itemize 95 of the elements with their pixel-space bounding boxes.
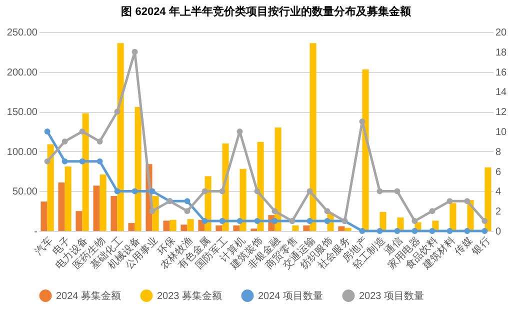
y2-tick-label: 12	[496, 107, 508, 118]
bar	[93, 186, 100, 231]
legend-label: 2023 募集金额	[157, 290, 222, 302]
y2-tick-label: 10	[496, 127, 508, 138]
y2-tick-label: 18	[496, 47, 508, 58]
point	[412, 228, 418, 234]
bar	[292, 225, 299, 231]
bar	[338, 226, 345, 231]
point	[149, 208, 156, 214]
point	[114, 188, 120, 194]
bar	[240, 168, 246, 231]
bar	[128, 223, 135, 231]
point	[376, 188, 383, 194]
point	[254, 218, 260, 224]
y2-tick-label: 4	[496, 186, 502, 198]
point	[236, 128, 243, 134]
bar	[450, 203, 456, 231]
bar	[163, 220, 170, 231]
point	[359, 228, 366, 234]
bar	[100, 174, 106, 231]
bar	[64, 166, 72, 231]
point	[44, 128, 50, 134]
y-tick-label: 200.00	[6, 67, 38, 78]
y2-tick-label: 0	[496, 226, 502, 238]
y2-tick-label: 16	[496, 67, 508, 78]
point	[429, 208, 436, 214]
point	[219, 188, 226, 194]
point	[324, 208, 330, 214]
point	[149, 188, 156, 194]
point	[202, 188, 208, 194]
point	[132, 188, 138, 194]
bar	[344, 228, 352, 231]
bar	[303, 225, 310, 231]
bar	[380, 212, 386, 231]
bar	[117, 43, 124, 231]
point	[184, 198, 190, 204]
point	[306, 188, 313, 194]
bar	[82, 113, 89, 231]
y2-tick-label: 6	[496, 166, 502, 178]
point	[184, 208, 190, 214]
point	[114, 108, 120, 115]
bar	[170, 220, 176, 231]
point	[464, 198, 470, 204]
point	[62, 158, 68, 164]
point	[482, 218, 488, 224]
bar	[257, 142, 264, 231]
point	[446, 198, 453, 204]
point	[96, 158, 103, 164]
chart-title: 图 62024 年上半年竞价类项目按行业的数量分布及募集金额	[121, 5, 412, 18]
y-tick-label: 250.00	[6, 28, 38, 38]
legend-label: 2024 项目数量	[258, 290, 324, 302]
y-tick-label: 50.00	[12, 186, 38, 198]
bar	[58, 182, 65, 231]
point	[429, 228, 436, 234]
legend-label: 2024 募集金额	[56, 290, 122, 302]
point	[376, 228, 383, 234]
point	[79, 158, 86, 164]
y-tick-label: 100.00	[6, 146, 38, 158]
bar	[47, 144, 54, 231]
y-tick-label: -	[34, 226, 38, 238]
point	[96, 138, 103, 144]
point	[482, 228, 488, 234]
point	[464, 228, 470, 234]
point	[219, 218, 226, 224]
y-tick-label: 150.00	[6, 107, 38, 118]
point	[306, 218, 313, 224]
point	[254, 188, 260, 194]
point	[394, 188, 400, 194]
bar	[233, 225, 240, 231]
bar	[484, 167, 492, 231]
bar	[274, 128, 282, 231]
point	[44, 158, 50, 164]
bar	[216, 225, 222, 231]
bar	[362, 69, 369, 231]
bar	[187, 219, 194, 231]
point	[202, 218, 208, 224]
y2-tick-label: 2	[496, 206, 502, 218]
bar	[76, 211, 82, 231]
y2-tick-label: 14	[496, 87, 508, 98]
bar	[180, 224, 188, 231]
y2-tick-label: 20	[496, 28, 508, 38]
point	[412, 218, 418, 224]
bar	[134, 106, 142, 231]
point	[62, 138, 68, 144]
legend-label: 2023 项目数量	[359, 290, 424, 302]
bar	[310, 43, 316, 231]
point	[394, 228, 400, 234]
y2-tick-label: 8	[496, 146, 502, 158]
point	[79, 128, 86, 134]
point	[272, 208, 278, 214]
point	[446, 228, 453, 234]
point	[236, 218, 243, 224]
bar	[110, 196, 118, 231]
point	[132, 48, 138, 55]
bar	[40, 202, 48, 231]
